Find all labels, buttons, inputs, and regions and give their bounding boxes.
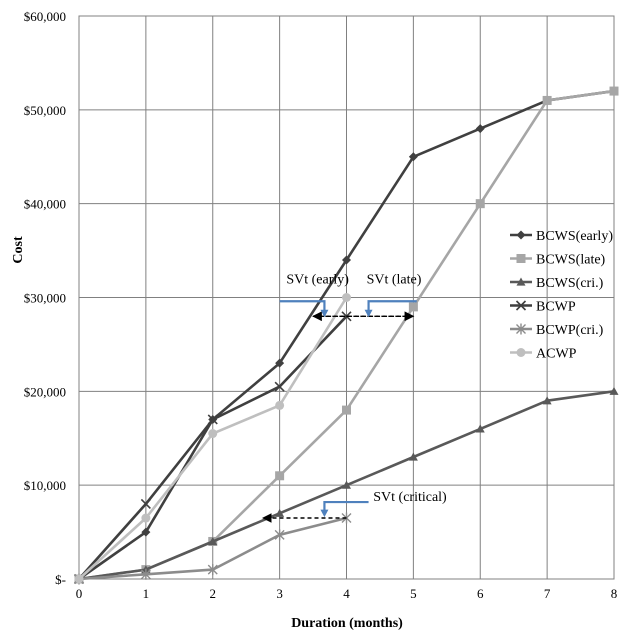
annotation-label: SVt (critical): [373, 490, 447, 505]
data-point: [475, 124, 485, 134]
x-tick-label: 5: [410, 586, 417, 601]
svt-late-pointer: [367, 300, 417, 314]
data-point: [208, 536, 218, 546]
y-tick-label: $50,000: [24, 103, 66, 118]
x-tick-label: 2: [210, 586, 217, 601]
data-point: [475, 424, 485, 433]
data-point: [342, 255, 351, 265]
data-point: [207, 564, 218, 576]
data-point: [542, 396, 552, 405]
data-point: [208, 429, 218, 439]
svt-late-pointer-tip: [364, 309, 373, 318]
legend-item-5: ACWP: [510, 347, 577, 362]
x-tick-label: 7: [544, 586, 551, 601]
legend-item-2: BCWS(cri.): [510, 276, 604, 291]
legend-label: BCWS(cri.): [536, 276, 604, 291]
y-tick-label: $40,000: [24, 197, 66, 212]
y-tick-label: $60,000: [24, 9, 66, 24]
annotation-label: SVt (early): [286, 272, 349, 287]
legend-item-0: BCWS(early): [510, 229, 613, 244]
x-tick-label: 0: [76, 586, 83, 601]
annotation-2: SVt (critical): [261, 490, 447, 523]
annotations: SVt (early) SVt (late) SVt (critical): [261, 272, 447, 523]
legend-marker: [516, 348, 526, 357]
data-point: [609, 386, 619, 395]
data-point: [275, 471, 285, 481]
data-point: [609, 86, 619, 96]
data-point: [274, 381, 285, 392]
y-tick-label: $20,000: [24, 384, 66, 399]
series-3: [73, 311, 352, 585]
x-tick-label: 6: [477, 586, 484, 601]
data-point: [207, 414, 218, 425]
legend-marker: [516, 254, 526, 263]
x-axis-title: Duration (months): [291, 616, 403, 631]
legend: BCWS(early) BCWS(late) BCWS(cri.) BCWP BCWP(…: [510, 229, 613, 362]
data-point: [408, 302, 418, 312]
svt-early-pointer: [279, 300, 326, 314]
data-point: [141, 513, 151, 523]
data-point: [408, 152, 418, 162]
x-tick-label: 1: [143, 586, 150, 601]
legend-marker: [516, 230, 526, 240]
data-point: [475, 199, 485, 209]
y-tick-label: $30,000: [24, 291, 66, 306]
legend-marker: [515, 300, 527, 311]
data-point: [342, 480, 351, 489]
data-point: [274, 529, 285, 541]
y-axis-title: Cost: [11, 236, 26, 264]
data-point: [74, 574, 84, 584]
legend-marker: [516, 277, 526, 286]
annotation-1: SVt (late): [312, 272, 422, 322]
legend-label: BCWS(late): [536, 253, 606, 268]
legend-item-3: BCWP: [510, 300, 576, 315]
data-series: [73, 86, 619, 585]
legend-item-4: BCWP(cri.): [510, 323, 604, 338]
x-tick-label: 8: [611, 586, 618, 601]
legend-label: BCWS(early): [536, 229, 613, 244]
legend-label: ACWP: [536, 347, 577, 362]
axes: 0 1 2 3 4 5 6 7 8 $- $10,000 $20,000 $30,000 $40,000 $…: [24, 9, 618, 601]
data-point: [542, 95, 552, 105]
data-point: [408, 452, 418, 461]
legend-marker: [516, 323, 526, 335]
legend-label: BCWP: [536, 300, 576, 315]
data-point: [275, 358, 285, 368]
legend-label: BCWP(cri.): [536, 323, 604, 338]
x-tick-label: 3: [276, 586, 283, 601]
series-5: [74, 293, 351, 584]
annotation-label: SVt (late): [367, 272, 422, 287]
data-point: [342, 405, 351, 415]
y-tick-label: $-: [55, 572, 66, 587]
data-point: [140, 498, 151, 509]
y-tick-label: $10,000: [24, 478, 66, 493]
data-point: [275, 400, 285, 410]
svt-early-pointer-tip: [320, 309, 329, 318]
data-point: [275, 508, 285, 517]
data-point: [342, 293, 351, 302]
x-tick-label: 4: [343, 586, 350, 601]
legend-item-1: BCWS(late): [510, 253, 606, 268]
data-point: [140, 568, 151, 580]
data-point: [141, 527, 151, 537]
svt-critical-pointer-tip: [320, 509, 329, 518]
